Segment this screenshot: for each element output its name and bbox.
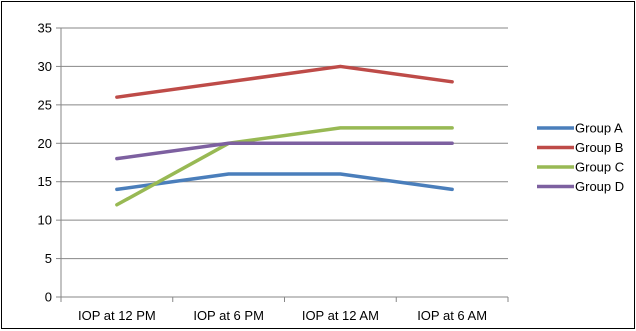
x-tick-label: IOP at 12 AM (302, 308, 379, 323)
legend-label: Group A (575, 121, 623, 136)
x-tick-label: IOP at 12 PM (78, 308, 156, 323)
y-tick-label: 15 (38, 174, 52, 189)
axes (60, 28, 508, 298)
series-lines (115, 64, 454, 207)
series-line-group-b (115, 64, 454, 99)
gridlines (61, 27, 508, 260)
y-tick-label: 20 (38, 136, 52, 151)
y-axis-ticks: 0 5 10 15 20 25 30 35 (38, 21, 61, 305)
y-tick-label: 0 (45, 290, 52, 305)
legend-label: Group D (575, 179, 624, 194)
legend-label: Group C (575, 160, 624, 175)
y-tick-label: 35 (38, 21, 52, 36)
x-tick-label: IOP at 6 AM (417, 308, 487, 323)
y-tick-label: 5 (45, 251, 52, 266)
x-tick-label: IOP at 6 PM (193, 308, 264, 323)
y-tick-label: 30 (38, 59, 52, 74)
x-axis-ticks: IOP at 12 PM IOP at 6 PM IOP at 12 AM IOP a… (60, 297, 509, 323)
series-line-group-c (115, 126, 454, 207)
series-line-group-a (115, 172, 454, 192)
legend-label: Group B (575, 140, 623, 155)
series-line-group-d (115, 141, 454, 161)
y-tick-label: 25 (38, 97, 52, 112)
y-tick-label: 10 (38, 213, 52, 228)
legend: Group A Group B Group C Group D (537, 121, 624, 194)
